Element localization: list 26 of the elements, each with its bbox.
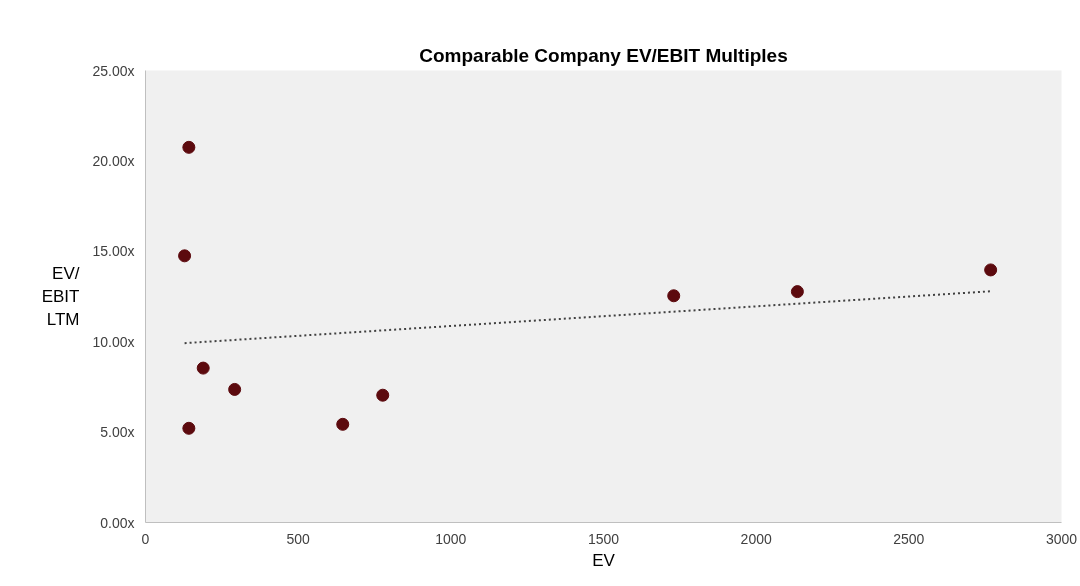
x-axis-title: EV	[592, 550, 616, 570]
point	[376, 388, 390, 402]
point	[667, 289, 681, 303]
point	[336, 417, 350, 431]
point	[196, 361, 210, 375]
x-tick-label: 3000	[1045, 530, 1078, 547]
point	[984, 263, 998, 277]
y-tick-label: 0.00x	[100, 514, 135, 531]
x-tick-label: 1000	[435, 530, 467, 547]
y-axis-title: EV/ EBIT LTM	[41, 264, 80, 329]
y-tick-label: 5.00x	[100, 424, 135, 441]
x-tick-label: 2500	[893, 530, 925, 547]
point	[178, 249, 192, 263]
y-tick-label: 15.00x	[92, 243, 135, 260]
point	[182, 421, 196, 435]
point	[228, 382, 242, 396]
y-tick-label: 10.00x	[92, 333, 135, 350]
y-tick-label: 25.00x	[92, 62, 135, 79]
x-tick-label: 1500	[587, 530, 620, 547]
x-tick-label: 0	[141, 530, 150, 547]
x-tick-label: 2000	[740, 530, 772, 547]
y-tick-label: 20.00x	[92, 152, 135, 169]
x-tick-label: 500	[286, 530, 311, 547]
chart-title: Comparable Company EV/EBIT Multiples	[419, 44, 788, 66]
point	[790, 285, 804, 299]
point	[182, 140, 196, 154]
